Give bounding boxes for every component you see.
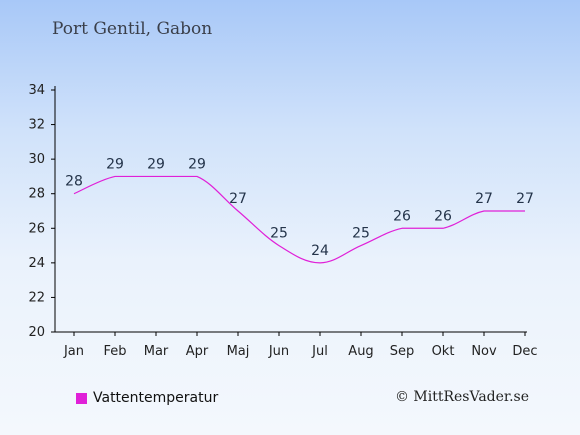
y-tick-label: 22 [28, 290, 45, 305]
data-label: 27 [475, 191, 493, 207]
credit-text: © MittResVader.se [394, 389, 529, 405]
data-label: 25 [270, 226, 288, 242]
data-label: 26 [434, 208, 452, 224]
data-label: 26 [393, 208, 411, 224]
y-tick-label: 24 [28, 256, 45, 271]
legend-label: Vattentemperatur [93, 390, 219, 406]
x-tick-label: Maj [227, 344, 250, 359]
data-label: 27 [516, 191, 534, 207]
data-label: 28 [65, 174, 83, 190]
data-label: 25 [352, 226, 370, 242]
x-tick-label: Nov [471, 344, 497, 359]
x-tick-label: Dec [512, 344, 537, 359]
y-tick-label: 32 [28, 118, 45, 133]
page-title: Port Gentil, Gabon [52, 19, 213, 39]
y-tick-label: 30 [28, 152, 45, 167]
y-tick-label: 26 [28, 221, 45, 236]
y-tick-label: 28 [28, 187, 45, 202]
series-line-vattentemperatur [73, 175, 525, 264]
x-tick-label: Aug [348, 344, 373, 359]
data-label: 29 [147, 156, 165, 172]
x-tick-label: Feb [103, 344, 126, 359]
data-label: 24 [311, 243, 329, 259]
legend: Vattentemperatur [76, 390, 218, 406]
x-tick-label: Sep [390, 344, 415, 359]
x-tick-label: Jul [311, 344, 328, 359]
y-tick-label: 20 [28, 325, 45, 340]
x-tick-label: Apr [186, 344, 209, 359]
y-tick-label: 34 [28, 83, 45, 98]
x-tick-label: Okt [432, 344, 455, 359]
data-label: 27 [229, 191, 247, 207]
data-label: 29 [188, 156, 206, 172]
data-label: 29 [106, 156, 124, 172]
x-tick-label: Jan [63, 344, 84, 359]
x-tick-label: Mar [144, 344, 169, 359]
x-tick-label: Jun [268, 344, 289, 359]
legend-swatch [76, 392, 87, 404]
